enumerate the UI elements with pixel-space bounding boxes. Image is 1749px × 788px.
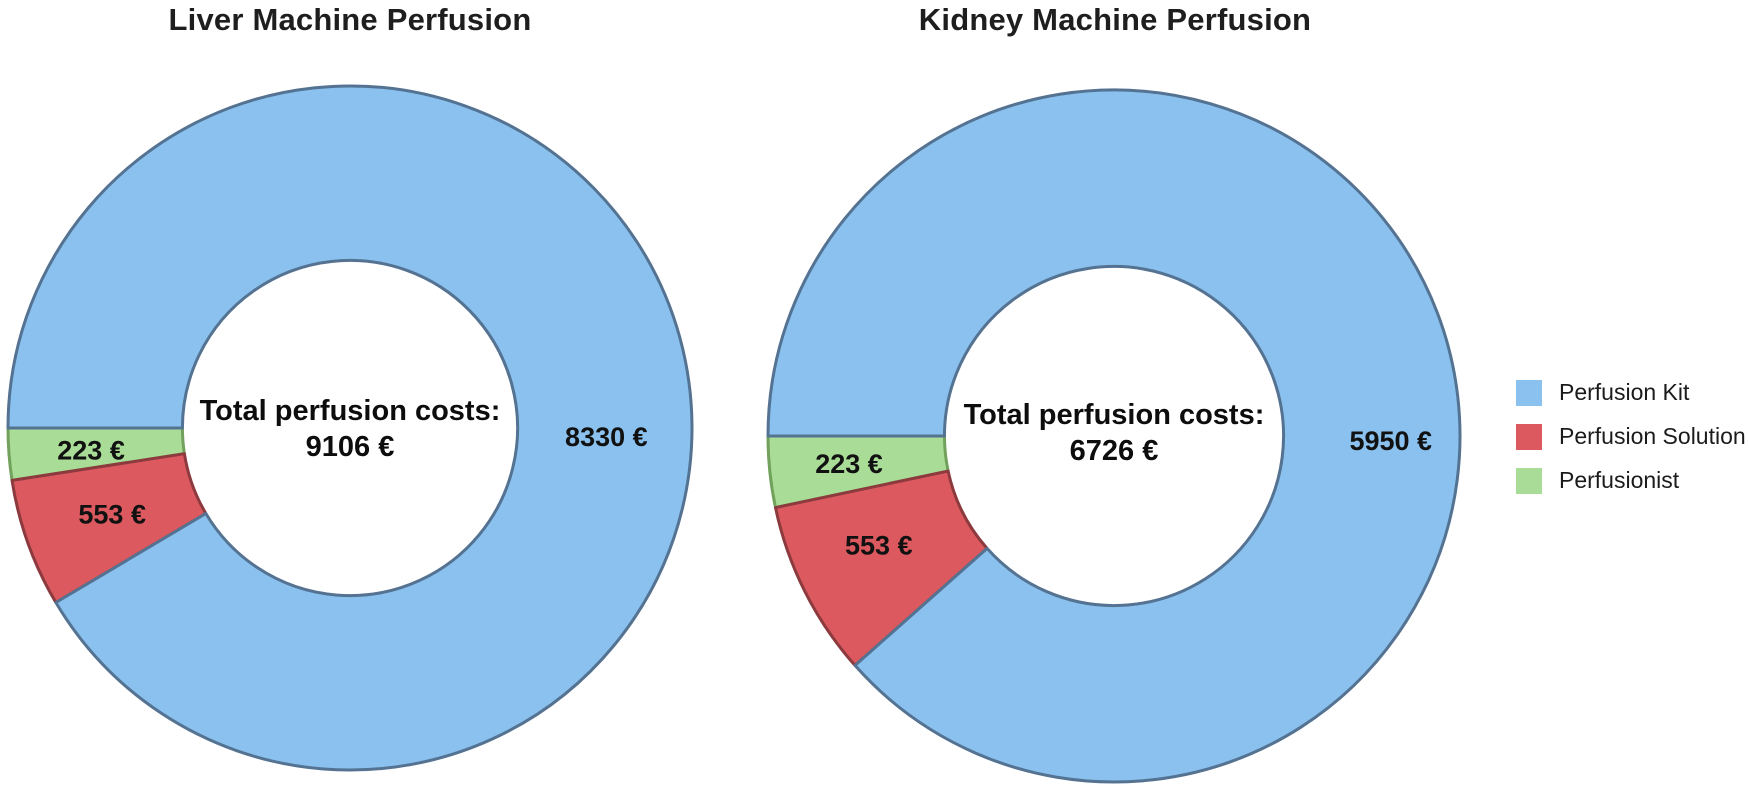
slice-value-label-perfusion-solution: 553 € [845,531,913,561]
slice-value-label-perfusion-kit: 5950 € [1349,426,1432,456]
pie-slice-perfusion-kit [766,88,1462,784]
total-costs-value: 9106 € [305,431,395,463]
total-costs-caption: Total perfusion costs: [963,399,1265,431]
legend-swatch-perfusion-kit [1516,379,1542,406]
total-costs-label-kidney: Total perfusion costs: 6726 € [964,397,1265,469]
legend-label: Perfusion Solution [1559,423,1746,449]
slice-value-label-perfusion-kit: 8330 € [565,422,648,452]
legend-label: Perfusionist [1559,467,1680,493]
chart-title-kidney: Kidney Machine Perfusion [918,2,1312,37]
total-costs-label-liver: Total perfusion costs: 9106 € [200,393,501,465]
legend-item-perfusion-kit: Perfusion Kit [1516,379,1746,406]
chart-title-liver: Liver Machine Perfusion [168,2,532,37]
legend-item-perfusion-solution: Perfusion Solution [1516,423,1746,450]
slice-value-label-perfusionist: 223 € [815,449,883,479]
legend-swatch-perfusionist [1516,467,1542,494]
slice-value-label-perfusion-solution: 553 € [78,500,146,530]
pie-slice-perfusion-kit [6,84,694,772]
legend-item-perfusionist: Perfusionist [1516,467,1746,494]
legend: Perfusion Kit Perfusion Solution Perfusi… [1516,379,1746,494]
total-costs-value: 6726 € [1069,435,1159,467]
legend-label: Perfusion Kit [1559,379,1690,405]
total-costs-caption: Total perfusion costs: [199,395,501,427]
legend-swatch-perfusion-solution [1516,423,1542,450]
slice-value-label-perfusionist: 223 € [57,436,125,466]
